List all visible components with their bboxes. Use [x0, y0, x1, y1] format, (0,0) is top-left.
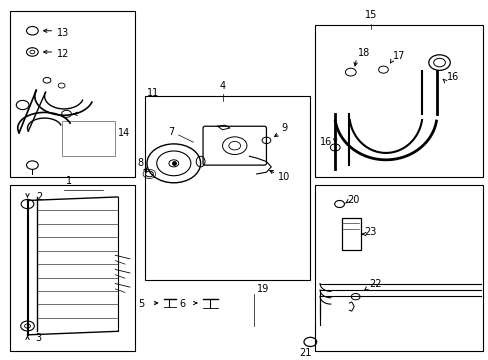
Text: 13: 13: [57, 28, 69, 38]
Text: 11: 11: [147, 88, 159, 98]
Bar: [10, 185, 135, 351]
Text: 19: 19: [256, 284, 268, 294]
Text: 21: 21: [299, 348, 311, 358]
Bar: [144, 96, 310, 280]
Bar: [61, 121, 115, 156]
Text: 23: 23: [363, 226, 376, 237]
Text: 16: 16: [319, 137, 331, 147]
Text: 8: 8: [137, 158, 143, 168]
Text: 20: 20: [346, 195, 359, 206]
Text: 16: 16: [446, 72, 458, 82]
Text: 18: 18: [357, 48, 369, 58]
Text: 9: 9: [281, 123, 286, 133]
Bar: [10, 11, 135, 177]
Bar: [315, 185, 483, 351]
Text: 10: 10: [277, 172, 289, 183]
Text: 1: 1: [66, 176, 72, 186]
Text: 14: 14: [118, 128, 130, 138]
Text: 7: 7: [168, 126, 174, 136]
Text: 4: 4: [219, 81, 225, 91]
Text: 5: 5: [138, 300, 144, 310]
Text: 3: 3: [36, 333, 42, 343]
Text: 15: 15: [365, 10, 377, 20]
Text: 12: 12: [57, 49, 69, 59]
Text: 6: 6: [180, 300, 185, 310]
Text: 17: 17: [392, 50, 405, 60]
Text: 2: 2: [36, 192, 42, 202]
Bar: [341, 218, 360, 250]
Bar: [315, 26, 483, 177]
Text: 22: 22: [368, 279, 381, 289]
